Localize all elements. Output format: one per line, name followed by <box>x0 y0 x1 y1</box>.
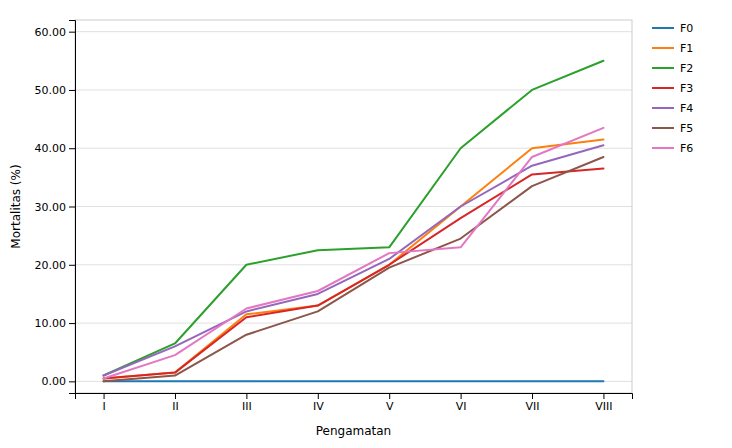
y-tick-label: 0.00 <box>42 375 67 388</box>
x-tick-label: VI <box>456 400 467 413</box>
y-tick: 60.00 <box>35 26 76 39</box>
y-tick-mark <box>69 265 75 266</box>
grid-line <box>75 206 632 207</box>
y-tick-label: 30.00 <box>35 201 67 214</box>
legend-label: F6 <box>680 142 693 155</box>
plot-frame <box>75 20 632 393</box>
legend-swatch <box>652 107 674 109</box>
legend-swatch <box>652 147 674 149</box>
y-tick-mark <box>69 207 75 208</box>
x-tick-label: V <box>386 400 394 413</box>
grid-line <box>75 381 632 382</box>
x-tick: I <box>102 393 105 413</box>
x-tick-label: VIII <box>595 400 612 413</box>
x-tick-mark <box>246 393 247 399</box>
y-axis-line <box>69 21 76 394</box>
y-tick-mark <box>69 148 75 149</box>
legend-swatch <box>652 87 674 89</box>
y-axis: 0.00 10.00 20.00 30.00 40.00 50.00 60.00 <box>35 21 76 394</box>
legend-item: F3 <box>652 82 693 95</box>
series-line <box>104 139 604 378</box>
y-tick-mark <box>69 32 75 33</box>
grid-line <box>75 148 632 149</box>
x-tick-mark <box>461 393 462 399</box>
legend-label: F5 <box>680 122 693 135</box>
x-tick-label: I <box>102 400 105 413</box>
grid-line <box>75 31 632 32</box>
y-tick-label: 20.00 <box>35 259 67 272</box>
x-tick-label: III <box>242 400 252 413</box>
legend-label: F3 <box>680 82 693 95</box>
y-tick: 10.00 <box>35 317 76 330</box>
y-axis-title: Mortalitas (%) <box>9 164 23 248</box>
legend-item: F5 <box>652 122 693 135</box>
x-tick: VI <box>456 393 467 413</box>
grid-line <box>75 323 632 324</box>
series-line <box>104 380 604 382</box>
x-axis-line <box>76 394 633 400</box>
legend-label: F0 <box>680 22 693 35</box>
x-tick-mark <box>104 393 105 399</box>
legend-item: F4 <box>652 102 693 115</box>
series-line <box>104 145 604 375</box>
x-axis: IIIIIIIVVVIVIIVIII <box>76 393 633 413</box>
x-tick-mark <box>603 393 604 399</box>
legend-label: F4 <box>680 102 693 115</box>
chart: IIIIIIIVVVIVIIVIII0.0010.0020.0030.0040.… <box>0 0 732 448</box>
series-line <box>104 157 604 381</box>
legend-swatch <box>652 67 674 69</box>
legend-swatch <box>652 47 674 49</box>
legend-label: F2 <box>680 62 693 75</box>
y-tick-label: 40.00 <box>35 142 67 155</box>
y-tick: 50.00 <box>35 84 76 97</box>
x-tick-mark <box>175 393 176 399</box>
legend-item: F6 <box>652 142 693 155</box>
x-tick: II <box>172 393 179 413</box>
lines <box>104 61 604 382</box>
y-tick-mark <box>69 90 75 91</box>
y-tick-label: 10.00 <box>35 317 67 330</box>
legend-item: F2 <box>652 62 693 75</box>
y-tick: 30.00 <box>35 201 76 214</box>
grid-line <box>75 264 632 265</box>
y-tick: 20.00 <box>35 259 76 272</box>
series-line <box>104 128 604 379</box>
legend-swatch <box>652 127 674 129</box>
x-tick: III <box>242 393 252 413</box>
grid-line <box>75 89 632 90</box>
x-tick: VII <box>526 393 540 413</box>
x-tick-label: VII <box>526 400 540 413</box>
plot: IIIIIIIVVVIVIIVIII0.0010.0020.0030.0040.… <box>9 20 633 438</box>
x-tick: VIII <box>595 393 612 413</box>
y-tick-mark <box>69 381 75 382</box>
x-tick: V <box>386 393 394 413</box>
series-line <box>104 169 604 379</box>
y-tick: 40.00 <box>35 142 76 155</box>
y-tick: 0.00 <box>42 375 76 388</box>
x-tick-mark <box>318 393 319 399</box>
x-axis-title: Pengamatan <box>316 424 391 438</box>
y-tick-label: 50.00 <box>35 84 67 97</box>
x-tick-mark <box>532 393 533 399</box>
grid <box>75 32 632 382</box>
legend-item: F1 <box>652 42 693 55</box>
x-tick: IV <box>313 393 324 413</box>
y-tick-mark <box>69 323 75 324</box>
legend: F0 F1 F2 F3 F4 F5 F6 <box>652 22 693 155</box>
y-tick-label: 60.00 <box>35 26 67 39</box>
legend-swatch <box>652 27 674 29</box>
legend-label: F1 <box>680 42 693 55</box>
x-tick-label: II <box>172 400 179 413</box>
legend-item: F0 <box>652 22 693 35</box>
series-line <box>104 61 604 376</box>
x-tick-mark <box>389 393 390 399</box>
x-tick-label: IV <box>313 400 324 413</box>
